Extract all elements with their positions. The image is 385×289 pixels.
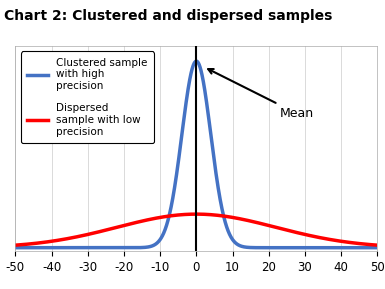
Text: Chart 2: Clustered and dispersed samples: Chart 2: Clustered and dispersed samples xyxy=(4,9,332,23)
Text: Mean: Mean xyxy=(208,69,314,120)
Legend: Clustered sample
with high
precision, Dispersed
sample with low
precision: Clustered sample with high precision, Di… xyxy=(21,51,154,143)
